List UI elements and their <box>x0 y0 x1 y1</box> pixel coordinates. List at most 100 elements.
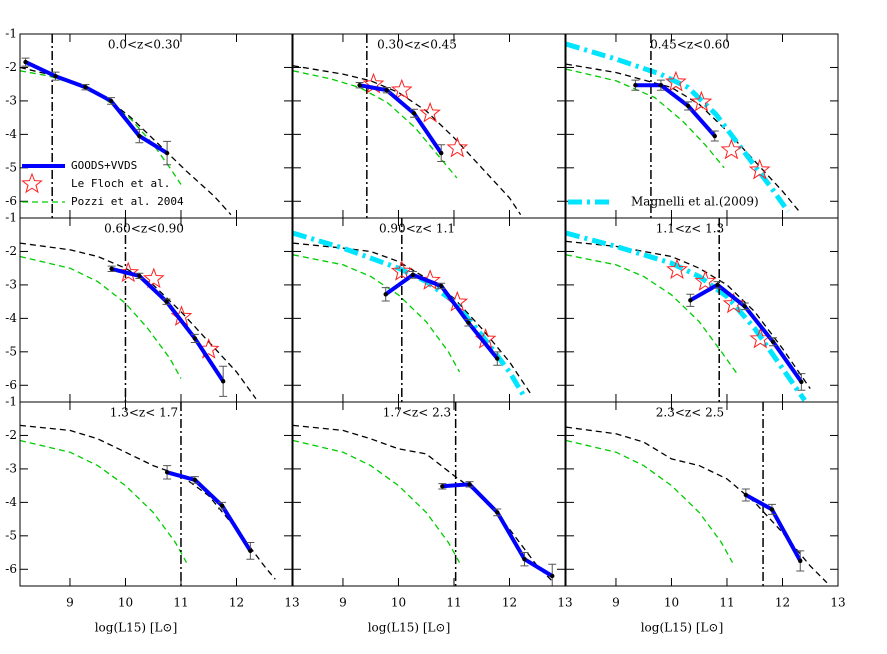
data-point <box>83 84 88 90</box>
pozzi-line <box>293 254 461 373</box>
data-point <box>633 82 638 88</box>
y-tick-label: -4 <box>5 127 17 141</box>
y-tick-label: -4 <box>5 311 17 325</box>
magnelli-line <box>566 41 791 213</box>
data-line <box>635 83 717 138</box>
data-point <box>220 379 226 384</box>
data-point <box>410 272 416 278</box>
lefloch-star <box>694 270 717 291</box>
panel-title: 1.7<z< 2.3 <box>383 406 451 420</box>
panel <box>566 402 828 586</box>
legend-swatch <box>21 172 43 194</box>
y-tick-label: -4 <box>5 495 17 509</box>
panel-title: 0.60<z<0.90 <box>104 222 184 236</box>
data-point <box>495 510 500 515</box>
model-line <box>566 63 800 212</box>
model-line <box>566 240 811 389</box>
y-tick-label: -6 <box>5 562 17 576</box>
data-point <box>53 73 58 79</box>
data-point <box>383 292 388 297</box>
data-point <box>192 336 198 341</box>
data-line <box>689 282 804 384</box>
panel <box>293 402 557 586</box>
y-tick-label: -5 <box>5 528 17 542</box>
data-point <box>440 484 445 489</box>
data-point <box>248 548 253 554</box>
lefloch-star <box>690 90 713 112</box>
pozzi-line <box>566 68 725 169</box>
panel-title: 2.3<z< 2.5 <box>656 406 724 420</box>
pozzi-line <box>20 439 188 563</box>
panel-title: 0.90<z< 1.1 <box>379 222 455 236</box>
x-tick-label: 12 <box>775 596 790 610</box>
y-tick-label: -3 <box>5 277 17 291</box>
legend-label: Le Floch et al. <box>71 177 170 190</box>
panel-frame <box>292 33 566 219</box>
panel <box>20 402 276 586</box>
panel-title: 0.0<z<0.30 <box>108 38 180 52</box>
model-line <box>293 65 522 216</box>
lefloch-star <box>748 158 771 180</box>
panel-title: 0.45<z<0.60 <box>650 38 730 52</box>
data-point <box>164 150 170 156</box>
y-tick-label: -6 <box>5 194 17 208</box>
x-tick-label: 13 <box>830 596 845 610</box>
data-point <box>799 379 804 385</box>
model-line <box>293 424 555 584</box>
data-point <box>798 558 803 564</box>
x-tick-label: 12 <box>229 596 244 610</box>
data-point <box>742 304 747 309</box>
magnelli-line <box>566 230 807 402</box>
data-point <box>743 492 749 498</box>
x-tick-label: 10 <box>118 596 133 610</box>
model-line <box>293 242 533 396</box>
panel <box>20 218 257 402</box>
data-point <box>658 82 664 88</box>
x-tick-label: 9 <box>66 596 74 610</box>
panel-title: 0.30<z<0.45 <box>377 38 457 52</box>
lefloch-star <box>666 258 688 280</box>
data-point <box>550 573 555 579</box>
data-line <box>24 60 169 155</box>
panel-title: 1.1<z< 1.3 <box>656 222 724 236</box>
y-tick-label: -3 <box>5 461 17 475</box>
y-tick-label: -2 <box>5 244 17 258</box>
y-tick-label: -3 <box>5 93 17 107</box>
magnelli-line <box>293 230 526 397</box>
legend-label: Magnelli et al.(2009) <box>631 195 759 209</box>
lefloch-star <box>390 78 413 100</box>
x-tick-label: 10 <box>664 596 679 610</box>
data-point <box>715 282 720 288</box>
data-point <box>712 133 717 139</box>
lefloch-star <box>665 70 687 92</box>
panel <box>566 218 811 402</box>
y-tick-label: -6 <box>5 378 17 392</box>
legend-label: Pozzi et al. 2004 <box>71 195 184 208</box>
data-point <box>522 557 527 562</box>
panel-frame <box>565 33 839 219</box>
x-tick-label: 11 <box>173 596 188 610</box>
data-line <box>744 493 803 562</box>
y-tick-label: -1 <box>5 395 17 409</box>
pozzi-line <box>293 439 461 563</box>
data-point <box>357 82 362 88</box>
data-point <box>219 503 225 508</box>
model-line <box>20 66 232 216</box>
x-tick-label: 9 <box>339 596 347 610</box>
x-tick-label: 10 <box>391 596 406 610</box>
x-axis-label: log(L15) [L⊙] <box>368 621 451 635</box>
panel-frame <box>19 217 293 403</box>
panel <box>566 34 800 218</box>
data-point <box>688 298 693 303</box>
x-tick-label: 11 <box>446 596 461 610</box>
model-line <box>566 426 828 584</box>
panel <box>293 34 522 218</box>
y-tick-label: -5 <box>5 344 17 358</box>
data-point <box>164 299 169 304</box>
x-tick-label: 13 <box>284 596 299 610</box>
data-point <box>164 470 170 475</box>
data-point <box>108 98 114 104</box>
data-point <box>770 339 776 344</box>
pozzi-line <box>566 254 739 376</box>
